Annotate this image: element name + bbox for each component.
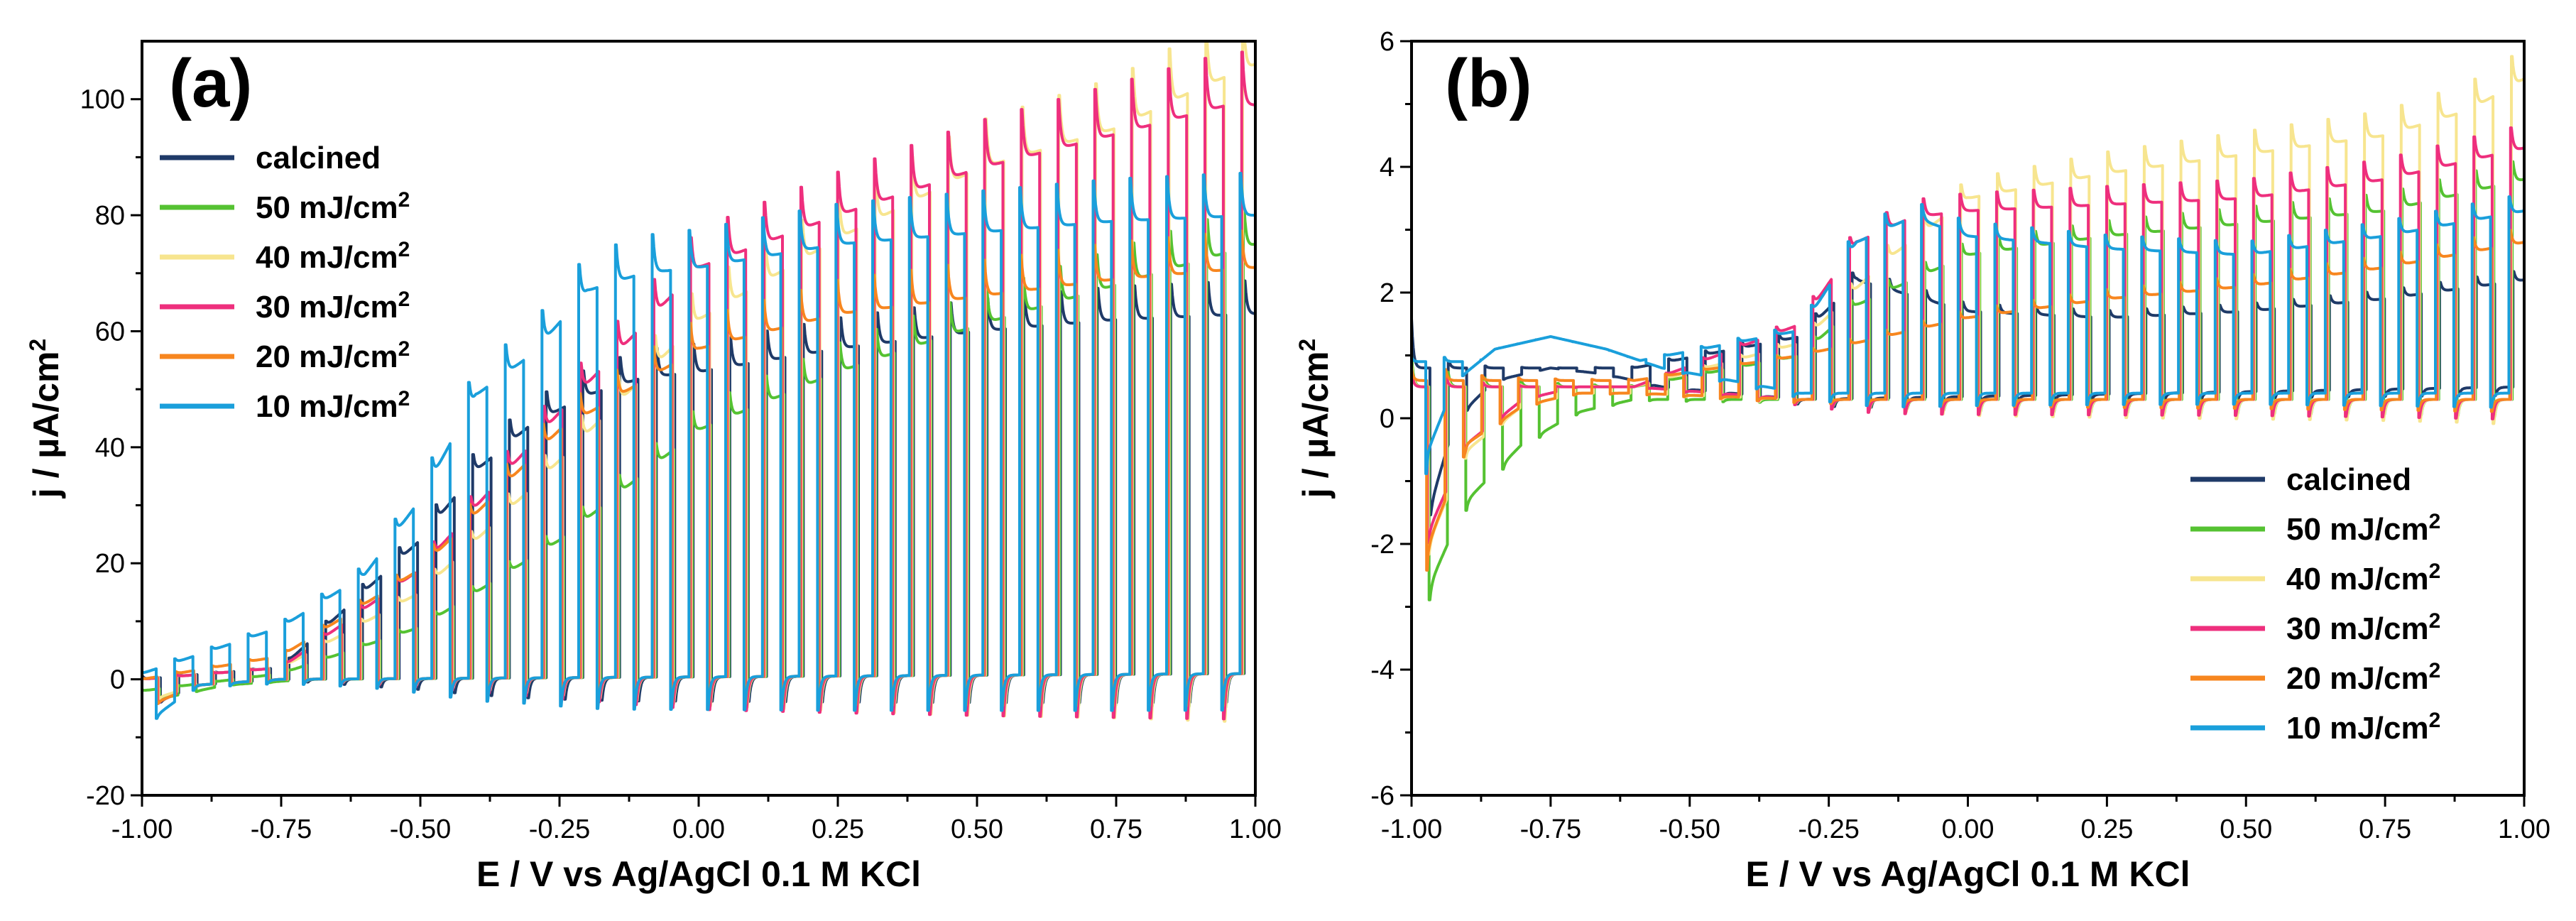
y-tick-label: 80 (95, 201, 125, 231)
x-tick-label: 1.00 (2498, 814, 2550, 844)
legend-label: 30 mJ/cm2 (2286, 609, 2440, 647)
x-tick-label: 0.25 (2080, 814, 2133, 844)
series-line-4 (1412, 229, 2524, 572)
y-tick-label: -6 (1370, 781, 1395, 811)
x-tick-label: -0.75 (1520, 814, 1582, 844)
series-line-4 (142, 229, 1255, 707)
x-tick-label: 0.75 (2359, 814, 2411, 844)
y-tick-label: -20 (86, 781, 125, 811)
y-tick-label: 60 (95, 317, 125, 347)
panel-label: (a) (169, 45, 252, 121)
legend-label: 30 mJ/cm2 (256, 288, 410, 325)
y-tick-label: 6 (1380, 27, 1395, 57)
x-tick-label: 0.50 (951, 814, 1003, 844)
x-axis-title: E / V vs Ag/AgCl 0.1 M KCl (1745, 854, 2190, 894)
legend: calcined 50 mJ/cm2 40 mJ/cm2 30 mJ/cm2 20 mJ… (160, 141, 410, 424)
legend-label: 20 mJ/cm2 (256, 337, 410, 375)
series-line-5 (142, 172, 1255, 720)
y-tick-label: 0 (110, 665, 125, 695)
legend-label: 40 mJ/cm2 (256, 238, 410, 276)
legend-label: 50 mJ/cm2 (256, 188, 410, 226)
series-line-5 (1412, 195, 2524, 475)
y-tick-label: 40 (95, 433, 125, 463)
legend-label: calcined (2286, 462, 2411, 497)
x-tick-label: 1.00 (1229, 814, 1282, 844)
x-tick-label: -1.00 (111, 814, 173, 844)
legend-label: 10 mJ/cm2 (256, 387, 410, 425)
legend-label: 40 mJ/cm2 (2286, 560, 2440, 597)
x-tick-label: -0.50 (390, 814, 452, 844)
y-tick-label: 2 (1380, 278, 1395, 308)
series-line-0 (142, 279, 1255, 704)
chart-panel-b: -1.00 -0.75 -0.50 -0.25 0.00 0.25 0.50 0.75 1.00… (1294, 27, 2550, 894)
series-line-1 (142, 206, 1255, 709)
legend-label: 20 mJ/cm2 (2286, 659, 2440, 697)
y-tick-label: 100 (80, 85, 125, 115)
series-line-3 (1412, 126, 2524, 545)
x-tick-label: 0.50 (2220, 814, 2272, 844)
x-axis-title: E / V vs Ag/AgCl 0.1 M KCl (476, 854, 921, 894)
series-group (1412, 55, 2524, 601)
legend-label: calcined (256, 141, 381, 175)
y-axis-title: j / µA/cm2 (25, 339, 66, 498)
y-tick-label: 20 (95, 549, 125, 579)
x-tick-label: -1.00 (1381, 814, 1443, 844)
x-tick-label: -0.25 (1798, 814, 1860, 844)
y-tick-label: 0 (1380, 404, 1395, 434)
y-tick-label: -4 (1370, 655, 1395, 685)
x-tick-label: -0.50 (1659, 814, 1720, 844)
y-tick-label: 4 (1380, 153, 1395, 182)
series-line-0 (1412, 270, 2524, 517)
x-tick-label: 0.00 (1942, 814, 1994, 844)
panel-label: (b) (1445, 45, 1532, 121)
x-tick-label: 0.00 (672, 814, 725, 844)
legend-label: 50 mJ/cm2 (2286, 510, 2440, 547)
series-line-2 (142, 41, 1255, 723)
y-tick-label: -2 (1370, 530, 1395, 560)
x-tick-label: -0.25 (529, 814, 591, 844)
y-axis-title: j / µA/cm2 (1294, 339, 1336, 498)
series-group (142, 41, 1255, 723)
x-tick-label: 0.75 (1090, 814, 1142, 844)
chart-panel-a: -1.00 -0.75 -0.50 -0.25 0.00 0.25 0.50 0.75 1.00… (25, 40, 1282, 894)
x-tick-label: 0.25 (812, 814, 864, 844)
x-tick-label: -0.75 (251, 814, 312, 844)
legend: calcined 50 mJ/cm2 40 mJ/cm2 30 mJ/cm2 20 mJ… (2190, 462, 2440, 746)
legend-label: 10 mJ/cm2 (2286, 709, 2440, 746)
